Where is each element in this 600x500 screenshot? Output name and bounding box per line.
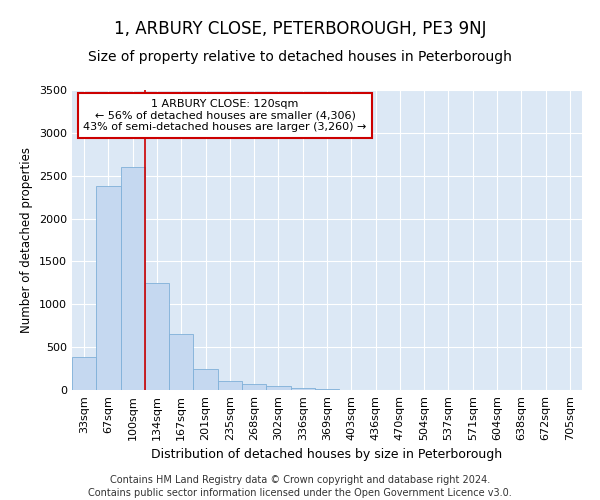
Bar bbox=[242, 384, 266, 390]
Bar bbox=[169, 334, 193, 390]
Bar bbox=[96, 186, 121, 390]
Bar bbox=[121, 167, 145, 390]
Bar bbox=[218, 382, 242, 390]
Bar bbox=[266, 386, 290, 390]
Text: 1, ARBURY CLOSE, PETERBOROUGH, PE3 9NJ: 1, ARBURY CLOSE, PETERBOROUGH, PE3 9NJ bbox=[114, 20, 486, 38]
Text: 1 ARBURY CLOSE: 120sqm
← 56% of detached houses are smaller (4,306)
43% of semi-: 1 ARBURY CLOSE: 120sqm ← 56% of detached… bbox=[83, 99, 367, 132]
Bar bbox=[315, 389, 339, 390]
Text: Size of property relative to detached houses in Peterborough: Size of property relative to detached ho… bbox=[88, 50, 512, 64]
Bar bbox=[193, 368, 218, 390]
Text: Contains public sector information licensed under the Open Government Licence v3: Contains public sector information licen… bbox=[88, 488, 512, 498]
X-axis label: Distribution of detached houses by size in Peterborough: Distribution of detached houses by size … bbox=[151, 448, 503, 461]
Bar bbox=[72, 358, 96, 390]
Bar bbox=[145, 283, 169, 390]
Text: Contains HM Land Registry data © Crown copyright and database right 2024.: Contains HM Land Registry data © Crown c… bbox=[110, 475, 490, 485]
Bar bbox=[290, 388, 315, 390]
Y-axis label: Number of detached properties: Number of detached properties bbox=[20, 147, 34, 333]
